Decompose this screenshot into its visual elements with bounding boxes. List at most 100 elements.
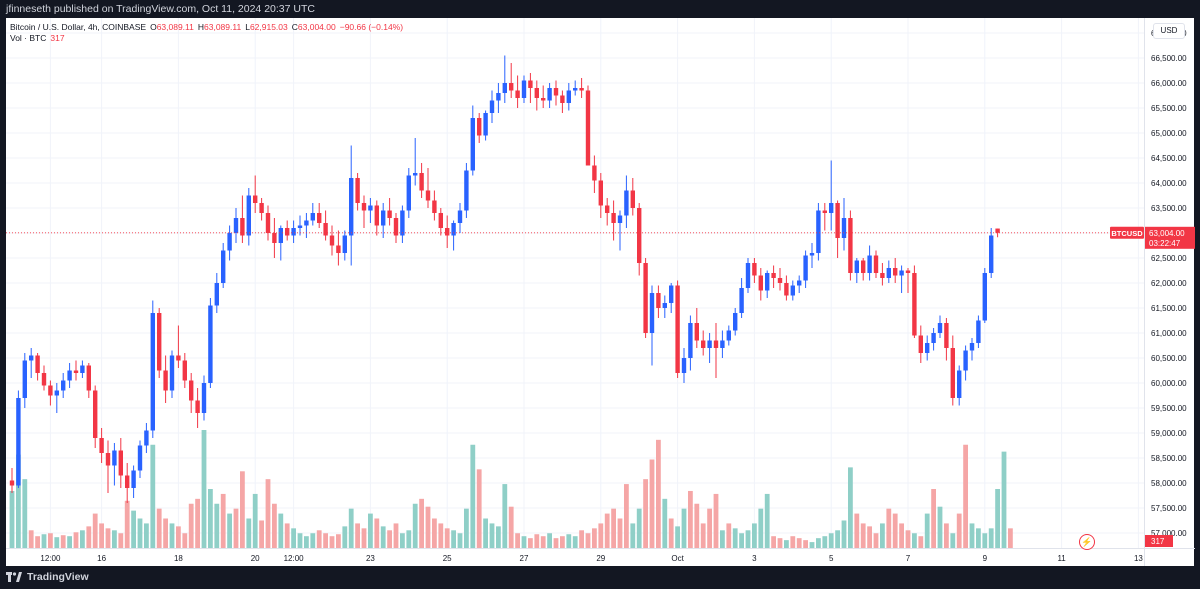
legend-symbol-title[interactable]: Bitcoin / U.S. Dollar, 4h, COINBASE	[10, 22, 147, 32]
candle-body	[54, 390, 59, 396]
candle-body	[176, 355, 181, 361]
volume-bar	[28, 530, 34, 548]
candle-body	[515, 90, 520, 98]
volume-bar	[195, 498, 200, 548]
volume-bar	[137, 518, 143, 548]
candle-body	[425, 190, 431, 201]
candle-body	[22, 360, 27, 398]
volume-bar	[995, 489, 1000, 548]
candle-body	[790, 285, 795, 296]
candle-body	[931, 333, 936, 343]
candle-body	[867, 255, 872, 273]
volume-bar	[387, 530, 392, 548]
volume-bar	[540, 536, 546, 548]
lightning-icon[interactable]: ⚡	[1079, 534, 1095, 550]
volume-bar	[675, 526, 680, 548]
volume-tag-label: 317	[1151, 537, 1165, 546]
candle-body	[291, 228, 296, 236]
candle-body	[547, 88, 552, 101]
volume-bar	[963, 444, 968, 548]
volume-bar	[873, 533, 879, 548]
volume-bar	[809, 542, 815, 548]
candle-body	[93, 390, 98, 438]
volume-bar	[931, 489, 936, 548]
candle-body	[733, 313, 738, 331]
time-tick-label: 12:00	[40, 554, 61, 563]
chart-plot-area[interactable]: BTCUSD	[6, 18, 1144, 548]
price-tick-label: 57,000.00	[1151, 529, 1187, 538]
volume-bar	[16, 454, 21, 548]
volume-bar	[720, 530, 725, 548]
time-tick-label: 18	[174, 554, 183, 563]
candle-body	[573, 88, 578, 91]
candle-body	[880, 273, 885, 278]
time-tick-label: 9	[983, 554, 988, 563]
candle-body	[48, 385, 53, 396]
candle-body	[361, 203, 367, 211]
candle-body	[656, 293, 661, 308]
candle-body	[989, 235, 994, 273]
candle-body	[739, 288, 744, 313]
volume-bar	[707, 508, 712, 548]
volume-bar	[758, 508, 764, 548]
volume-bar	[406, 530, 412, 548]
volume-bar	[80, 530, 85, 548]
symbol-tag-label: BTCUSD	[1111, 229, 1143, 238]
volume-bar	[496, 526, 501, 548]
candle-body	[553, 88, 559, 96]
candle-body	[707, 340, 712, 348]
candle-body	[688, 323, 693, 358]
candle-body	[566, 90, 571, 103]
time-axis[interactable]: 12:00 16 18 20 12:00 23 25 27 29 Oct 3 5 7 9 11 13	[6, 548, 1144, 567]
candle-body	[521, 80, 527, 98]
candle-body	[899, 270, 904, 276]
volume-bar	[54, 537, 60, 548]
volume-bar	[643, 479, 648, 548]
price-tick-label: 66,500.00	[1151, 54, 1187, 63]
volume-bar	[988, 528, 994, 548]
legend-change: −90.66 (−0.14%)	[339, 22, 404, 32]
volume-bar	[521, 536, 527, 548]
volume-bar	[124, 500, 130, 548]
candle-body	[221, 250, 226, 283]
volume-bar	[572, 536, 578, 548]
currency-button[interactable]: USD	[1153, 23, 1185, 39]
volume-bar	[848, 467, 853, 548]
candle-body	[854, 260, 859, 273]
candle-body	[957, 370, 962, 398]
volume-bar	[144, 523, 149, 548]
candle-body	[41, 373, 47, 386]
candle-body	[342, 235, 347, 253]
candle-body	[29, 355, 34, 361]
candle-body	[112, 450, 117, 466]
volume-bar	[259, 520, 264, 548]
candle-body	[886, 268, 891, 278]
volume-bar	[112, 530, 117, 548]
volume-bar	[764, 493, 770, 548]
volume-bar	[342, 526, 348, 548]
time-tick-label: Oct	[671, 554, 684, 563]
publish-header: jfinneseth published on TradingView.com,…	[0, 0, 1200, 18]
candle-body	[61, 380, 66, 391]
volume-bar	[252, 493, 258, 548]
candle-body	[317, 213, 322, 223]
candle-body	[86, 365, 91, 391]
volume-bar	[489, 523, 495, 548]
volume-bar	[950, 533, 956, 548]
candle-body	[528, 80, 533, 88]
candle-body	[829, 203, 834, 213]
volume-bar	[771, 536, 776, 548]
volume-bar	[73, 532, 79, 548]
legend-volume-label[interactable]: Vol · BTC	[10, 33, 47, 43]
legend-low-value: 62,915.03	[249, 22, 288, 32]
volume-bar	[182, 533, 188, 548]
volume-bar	[924, 513, 930, 548]
time-tick-label: 25	[443, 554, 452, 563]
price-axis[interactable]: USD 67,000.0066,500.0066,000.0065,500.00…	[1144, 18, 1195, 548]
candle-body	[848, 218, 853, 273]
legend-low-label: L	[245, 22, 250, 32]
volume-bar	[700, 523, 706, 548]
candle-body	[694, 323, 699, 341]
price-tick-label: 65,000.00	[1151, 129, 1187, 138]
volume-bar	[976, 528, 981, 548]
